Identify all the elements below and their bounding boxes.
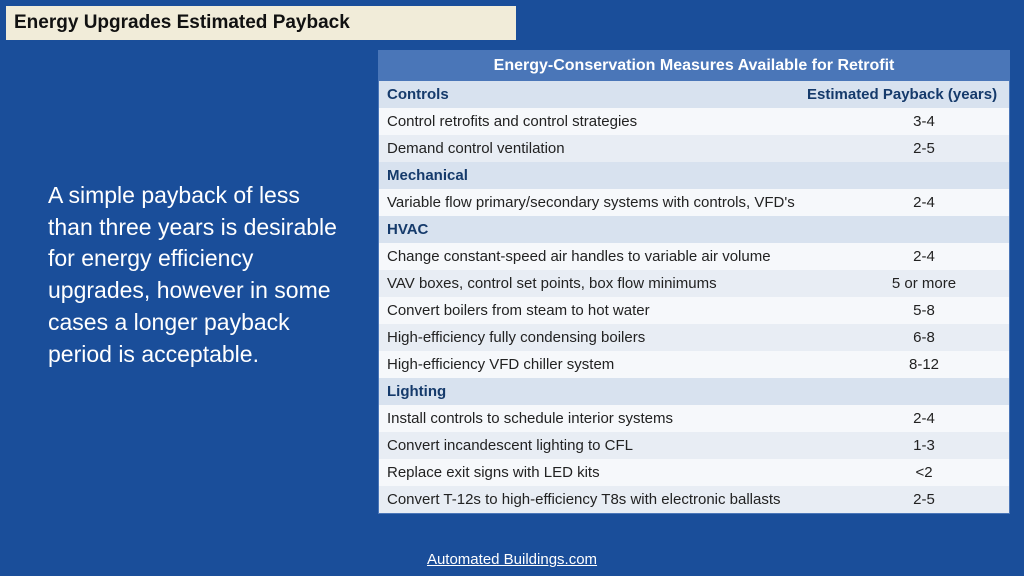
measure-label: Variable flow primary/secondary systems …: [379, 189, 839, 216]
measure-label: Install controls to schedule interior sy…: [379, 405, 839, 432]
table-row: Convert T-12s to high-efficiency T8s wit…: [379, 486, 1009, 513]
payback-value: 2-5: [839, 486, 1009, 513]
table-row: Change constant-speed air handles to var…: [379, 243, 1009, 270]
col-payback: Estimated Payback (years): [799, 81, 1009, 108]
payback-value: 2-5: [839, 135, 1009, 162]
table-row: Install controls to schedule interior sy…: [379, 405, 1009, 432]
retrofit-table: Energy-Conservation Measures Available f…: [378, 50, 1010, 514]
table-row: High-efficiency fully condensing boilers…: [379, 324, 1009, 351]
measure-label: High-efficiency VFD chiller system: [379, 351, 839, 378]
measure-label: VAV boxes, control set points, box flow …: [379, 270, 839, 297]
table-row: Variable flow primary/secondary systems …: [379, 189, 1009, 216]
table-row: Replace exit signs with LED kits<2: [379, 459, 1009, 486]
measure-label: Demand control ventilation: [379, 135, 839, 162]
table-row: High-efficiency VFD chiller system8-12: [379, 351, 1009, 378]
payback-value: 2-4: [839, 405, 1009, 432]
slide: Energy Upgrades Estimated Payback A simp…: [0, 0, 1024, 576]
table-header: Energy-Conservation Measures Available f…: [379, 51, 1009, 81]
table-row: Demand control ventilation2-5: [379, 135, 1009, 162]
measure-label: Change constant-speed air handles to var…: [379, 243, 839, 270]
slide-title: Energy Upgrades Estimated Payback: [6, 6, 516, 40]
table-body: Control retrofits and control strategies…: [379, 108, 1009, 513]
table-section-header: Mechanical: [379, 162, 1009, 189]
payback-value: 2-4: [839, 189, 1009, 216]
slide-body-text: A simple payback of less than three year…: [48, 180, 348, 370]
table-section-header: HVAC: [379, 216, 1009, 243]
col-controls: Controls: [379, 81, 799, 108]
footer-link[interactable]: Automated Buildings.com: [0, 551, 1024, 568]
payback-value: 2-4: [839, 243, 1009, 270]
payback-value: 8-12: [839, 351, 1009, 378]
measure-label: Convert incandescent lighting to CFL: [379, 432, 839, 459]
measure-label: High-efficiency fully condensing boilers: [379, 324, 839, 351]
payback-value: 3-4: [839, 108, 1009, 135]
table-column-headers: Controls Estimated Payback (years): [379, 81, 1009, 108]
table-row: Control retrofits and control strategies…: [379, 108, 1009, 135]
payback-value: <2: [839, 459, 1009, 486]
measure-label: Replace exit signs with LED kits: [379, 459, 839, 486]
measure-label: Convert boilers from steam to hot water: [379, 297, 839, 324]
measure-label: Convert T-12s to high-efficiency T8s wit…: [379, 486, 839, 513]
table-row: Convert incandescent lighting to CFL1-3: [379, 432, 1009, 459]
payback-value: 5 or more: [839, 270, 1009, 297]
measure-label: Control retrofits and control strategies: [379, 108, 839, 135]
payback-value: 1-3: [839, 432, 1009, 459]
table-section-header: Lighting: [379, 378, 1009, 405]
payback-value: 5-8: [839, 297, 1009, 324]
table-row: VAV boxes, control set points, box flow …: [379, 270, 1009, 297]
payback-value: 6-8: [839, 324, 1009, 351]
table-row: Convert boilers from steam to hot water5…: [379, 297, 1009, 324]
